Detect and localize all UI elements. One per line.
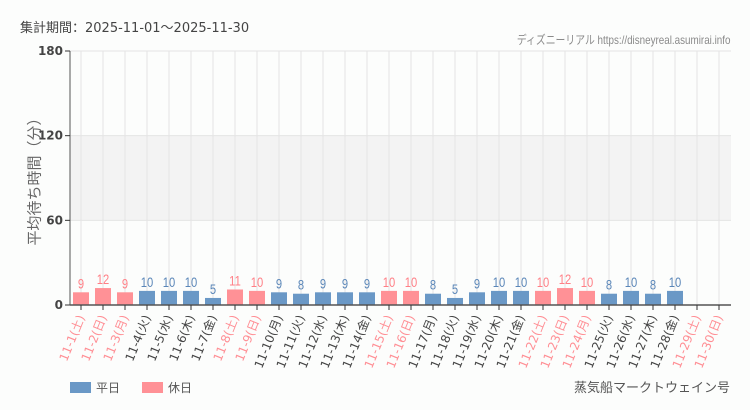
bar-value-label: 10 bbox=[405, 275, 417, 290]
bar bbox=[359, 292, 375, 305]
bar-value-label: 10 bbox=[493, 275, 505, 290]
bar bbox=[227, 289, 243, 305]
bar-value-label: 10 bbox=[625, 275, 637, 290]
bar-value-label: 9 bbox=[276, 276, 282, 291]
legend-item-weekday: 平日 bbox=[70, 379, 120, 396]
bar bbox=[117, 292, 133, 305]
legend-swatch-weekday bbox=[70, 382, 91, 393]
y-tick-label: 0 bbox=[55, 298, 63, 312]
shaded-band bbox=[70, 135, 731, 221]
bar bbox=[381, 290, 397, 305]
bar bbox=[249, 290, 265, 305]
legend-swatch-holiday bbox=[142, 382, 164, 393]
bar bbox=[447, 297, 463, 305]
bar bbox=[535, 290, 551, 305]
bar-value-label: 8 bbox=[606, 278, 612, 293]
y-tick-label: 180 bbox=[38, 44, 63, 58]
bar-value-label: 10 bbox=[515, 275, 527, 290]
bar-value-label: 10 bbox=[537, 275, 549, 290]
bar bbox=[579, 290, 595, 305]
bar-value-label: 10 bbox=[669, 275, 681, 290]
bar bbox=[315, 292, 331, 305]
bar-value-label: 9 bbox=[342, 276, 348, 291]
bar bbox=[645, 293, 661, 305]
bar-value-label: 8 bbox=[298, 278, 304, 293]
attraction-name: 蒸気船マークトウェイン号 bbox=[573, 381, 730, 396]
bar bbox=[623, 290, 639, 305]
bar-value-label: 10 bbox=[163, 275, 175, 290]
bar bbox=[139, 290, 155, 305]
site-credit: ディズニーリアル https://disneyreal.asumirai.inf… bbox=[516, 33, 730, 47]
bar-value-label: 10 bbox=[251, 275, 263, 290]
bar bbox=[601, 293, 617, 305]
bar-value-label: 10 bbox=[141, 275, 153, 290]
bar bbox=[73, 292, 89, 305]
bar-value-label: 12 bbox=[97, 272, 109, 287]
bar bbox=[491, 290, 507, 305]
legend-label-holiday: 休日 bbox=[168, 381, 193, 395]
bar-value-label: 5 bbox=[452, 282, 458, 297]
y-tick-label: 120 bbox=[38, 129, 63, 143]
bar-value-label: 9 bbox=[78, 276, 84, 291]
period-label: 集計期間：2025-11-01〜2025-11-30 bbox=[20, 21, 250, 36]
bar-value-label: 9 bbox=[364, 276, 370, 291]
legend-label-weekday: 平日 bbox=[96, 381, 121, 395]
bar-value-label: 9 bbox=[122, 276, 128, 291]
bar bbox=[337, 292, 353, 305]
bar bbox=[469, 292, 485, 305]
bar-value-label: 11 bbox=[229, 273, 241, 288]
bar bbox=[667, 290, 683, 305]
bar-value-label: 10 bbox=[383, 275, 395, 290]
bar bbox=[293, 293, 309, 305]
y-tick-label: 60 bbox=[46, 213, 63, 227]
bar bbox=[425, 293, 441, 305]
bar bbox=[95, 288, 111, 305]
legend-item-holiday: 休日 bbox=[142, 379, 192, 396]
bar bbox=[183, 290, 199, 305]
bar bbox=[513, 290, 529, 305]
bar-value-label: 8 bbox=[650, 278, 656, 293]
legend: 平日 休日 bbox=[70, 379, 214, 396]
bar-value-label: 9 bbox=[320, 276, 326, 291]
bar bbox=[271, 292, 287, 305]
bar bbox=[403, 290, 419, 305]
bar bbox=[205, 297, 221, 305]
bar-value-label: 10 bbox=[581, 275, 593, 290]
bar-value-label: 8 bbox=[430, 278, 436, 293]
bar bbox=[557, 288, 573, 305]
bar-value-label: 10 bbox=[185, 275, 197, 290]
bar-value-label: 5 bbox=[210, 282, 216, 297]
bar-value-label: 12 bbox=[559, 272, 571, 287]
bar-value-label: 9 bbox=[474, 276, 480, 291]
bar bbox=[161, 290, 177, 305]
